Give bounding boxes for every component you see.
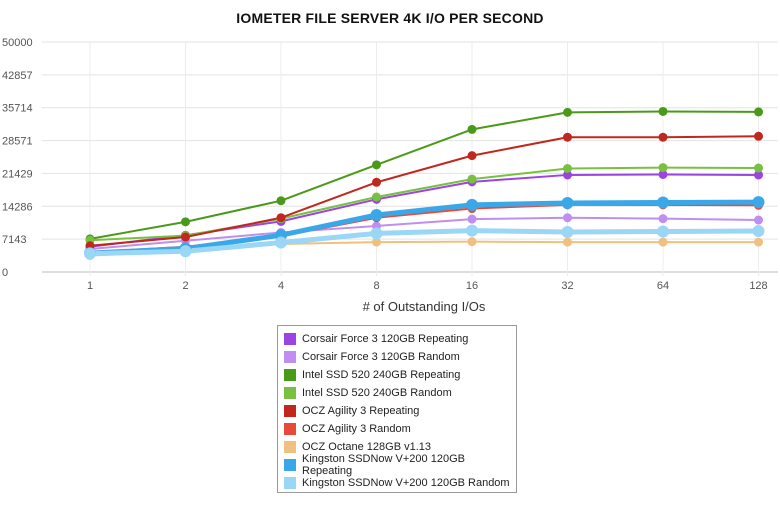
legend-swatch <box>284 333 296 345</box>
x-tick-label: 8 <box>373 280 379 292</box>
x-tick-label: 1 <box>87 280 93 292</box>
data-point <box>276 213 286 223</box>
data-point <box>563 170 572 180</box>
legend-item: Corsair Force 3 120GB Random <box>284 348 516 366</box>
x-tick-label: 2 <box>182 280 188 292</box>
y-tick-label: 28571 <box>2 136 33 148</box>
legend-label: Kingston SSDNow V+200 120GB Random <box>302 477 510 489</box>
data-point <box>657 225 669 238</box>
y-tick-label: 21429 <box>2 168 33 180</box>
data-point <box>372 160 381 170</box>
series-line-3 <box>89 110 760 240</box>
legend-label: OCZ Agility 3 Repeating <box>302 405 420 417</box>
x-tick-label: 4 <box>278 280 284 292</box>
data-point <box>754 163 763 173</box>
data-point <box>563 132 572 142</box>
series-layer <box>87 110 761 257</box>
series-line-2 <box>89 216 760 250</box>
data-point <box>563 213 572 223</box>
legend-swatch <box>284 351 296 363</box>
legend-swatch <box>284 369 296 381</box>
data-point <box>370 227 383 240</box>
y-tick-label: 50000 <box>2 37 33 49</box>
data-point <box>84 247 96 260</box>
legend-label: Intel SSD 520 240GB Random <box>302 387 452 399</box>
legend-label: OCZ Agility 3 Random <box>302 423 411 435</box>
chart-plot: 0 7143 14286 21429 28571 35714 42857 50000 1 2 4 8 1… <box>2 37 778 314</box>
data-point <box>658 169 668 179</box>
legend-item: Intel SSD 520 240GB Repeating <box>284 366 516 384</box>
data-point <box>754 215 763 225</box>
data-point <box>181 232 190 242</box>
legend-swatch <box>284 423 296 435</box>
y-tick-label: 35714 <box>2 103 33 115</box>
y-tick-label: 42857 <box>2 70 33 82</box>
data-point <box>276 196 286 206</box>
legend-item: Intel SSD 520 240GB Random <box>284 384 516 402</box>
legend-label: OCZ Octane 128GB v1.13 <box>302 441 432 453</box>
series-line-5 <box>89 135 760 247</box>
grid-layer: 0 7143 14286 21429 28571 35714 42857 50000 1 2 4 8 1… <box>2 37 778 292</box>
legend-swatch <box>284 441 296 453</box>
legend-item: Kingston SSDNow V+200 120GB Random <box>284 474 516 492</box>
x-tick-label: 32 <box>561 280 573 292</box>
data-point <box>658 132 668 142</box>
data-point <box>466 224 478 237</box>
legend-swatch <box>284 387 296 399</box>
data-point <box>467 174 477 184</box>
data-point <box>754 107 763 117</box>
point-layer <box>84 106 765 260</box>
data-point <box>658 214 668 224</box>
y-tick-label: 7143 <box>2 234 26 246</box>
data-point <box>467 151 477 161</box>
series-line-9 <box>87 228 761 257</box>
legend-label: Corsair Force 3 120GB Random <box>302 351 460 363</box>
legend-item: OCZ Octane 128GB v1.13 <box>284 438 516 456</box>
legend-item: Corsair Force 3 120GB Repeating <box>284 330 516 348</box>
data-point <box>181 217 190 227</box>
data-point <box>752 225 765 238</box>
legend: Corsair Force 3 120GB Repeating Corsair F… <box>277 325 517 493</box>
legend-item: OCZ Agility 3 Repeating <box>284 402 516 420</box>
legend-label: Intel SSD 520 240GB Repeating <box>302 369 461 381</box>
legend-swatch <box>284 405 296 417</box>
data-point <box>658 237 668 247</box>
data-point <box>370 208 383 221</box>
data-point <box>467 124 477 134</box>
data-point <box>561 225 574 238</box>
data-point <box>657 196 669 209</box>
legend-item: Kingston SSDNow V+200 120GB Repeating <box>284 453 516 477</box>
data-point <box>563 237 572 247</box>
data-point <box>658 163 668 173</box>
data-point <box>466 198 478 211</box>
y-tick-label: 0 <box>2 267 8 279</box>
data-point <box>467 237 477 247</box>
legend-swatch <box>284 477 296 489</box>
data-point <box>372 192 381 202</box>
data-point <box>372 237 381 247</box>
series-line-8 <box>87 199 761 256</box>
data-point <box>658 106 668 116</box>
data-point <box>467 214 477 224</box>
x-axis-title: # of Outstanding I/Os <box>363 299 486 314</box>
data-point <box>754 170 763 180</box>
legend-item: OCZ Agility 3 Random <box>284 420 516 438</box>
data-point <box>179 245 192 258</box>
y-tick-label: 14286 <box>2 201 33 213</box>
chart-title: IOMETER FILE SERVER 4K I/O PER SECOND <box>236 10 544 26</box>
legend-label: Corsair Force 3 120GB Repeating <box>302 333 469 345</box>
x-tick-label: 128 <box>749 280 767 292</box>
legend-label: Kingston SSDNow V+200 120GB Repeating <box>302 453 465 477</box>
data-point <box>372 177 381 187</box>
data-point <box>563 164 572 173</box>
data-point <box>754 131 763 141</box>
data-point <box>752 196 765 209</box>
legend-swatch <box>284 459 296 471</box>
data-point <box>275 236 287 249</box>
data-point <box>563 107 572 117</box>
data-point <box>561 197 574 209</box>
x-tick-label: 16 <box>466 280 478 292</box>
x-tick-label: 64 <box>657 280 669 292</box>
data-point <box>754 237 763 247</box>
